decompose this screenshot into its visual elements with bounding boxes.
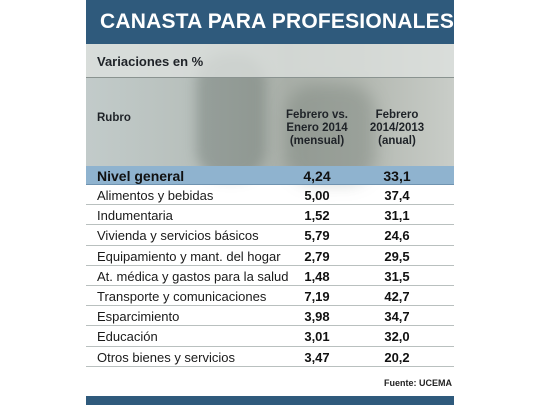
value-anual: 24,6 bbox=[384, 228, 410, 244]
column-header-line: (mensual) bbox=[289, 135, 345, 147]
column-header-line: Febrero bbox=[375, 109, 419, 121]
table-row: Transporte y comunicaciones 7,19 42,7 bbox=[86, 286, 454, 307]
bottom-bar bbox=[86, 396, 454, 405]
value-mensual: 1,48 bbox=[304, 268, 330, 284]
value-mensual: 2,79 bbox=[304, 248, 330, 264]
source-note: Fuente: UCEMA bbox=[384, 378, 452, 388]
column-header-mensual: Febrero vs. Enero 2014 (mensual) bbox=[282, 109, 352, 148]
value-anual: 20,2 bbox=[384, 349, 410, 365]
row-label: Indumentaria bbox=[97, 208, 173, 224]
value-mensual: 4,24 bbox=[303, 168, 331, 184]
row-label: Transporte y comunicaciones bbox=[97, 288, 267, 304]
table-row: Equipamiento y mant. del hogar 2,79 29,5 bbox=[86, 246, 454, 266]
column-header-line: (anual) bbox=[378, 135, 416, 147]
row-label: Esparcimiento bbox=[97, 309, 180, 325]
value-mensual: 3,47 bbox=[304, 349, 330, 365]
table-row: Esparcimiento 3,98 34,7 bbox=[86, 306, 454, 327]
table-row: Vivienda y servicios básicos 5,79 24,6 bbox=[86, 225, 454, 246]
table-row: At. médica y gastos para la salud 1,48 31,… bbox=[86, 266, 454, 286]
value-anual: 31,5 bbox=[384, 268, 410, 284]
value-anual: 37,4 bbox=[384, 188, 410, 203]
column-header-anual: Febrero 2014/2013 (anual) bbox=[362, 109, 432, 148]
value-anual: 33,1 bbox=[383, 168, 411, 184]
column-header-line: Rubro bbox=[97, 112, 131, 124]
chart-title: CANASTA PARA PROFESIONALES bbox=[100, 10, 454, 33]
table-row: Educación 3,01 32,0 bbox=[86, 326, 454, 347]
value-anual: 31,1 bbox=[384, 208, 410, 224]
table-row: Otros bienes y servicios 3,47 20,2 bbox=[86, 347, 454, 367]
infographic-card: CANASTA PARA PROFESIONALES Variaciones e… bbox=[86, 0, 454, 405]
chart-subtitle: Variaciones en % bbox=[97, 54, 204, 69]
row-label: Equipamiento y mant. del hogar bbox=[97, 248, 281, 264]
column-header-line: 2014/2013 bbox=[369, 122, 425, 134]
table-row-highlight: Nivel general 4,24 33,1 bbox=[86, 166, 454, 185]
row-label: At. médica y gastos para la salud bbox=[97, 268, 289, 284]
row-label: Vivienda y servicios básicos bbox=[97, 228, 259, 244]
table-body: Nivel general 4,24 33,1 Alimentos y bebidas… bbox=[86, 166, 454, 367]
value-mensual: 5,79 bbox=[304, 228, 330, 244]
value-mensual: 5,00 bbox=[304, 188, 330, 203]
value-anual: 32,0 bbox=[384, 329, 410, 345]
row-label: Otros bienes y servicios bbox=[97, 349, 235, 365]
value-mensual: 3,01 bbox=[304, 329, 330, 345]
value-anual: 34,7 bbox=[384, 309, 410, 325]
column-header-rubro: Rubro bbox=[97, 112, 131, 125]
title-bar: CANASTA PARA PROFESIONALES bbox=[86, 0, 454, 44]
table-row: Alimentos y bebidas 5,00 37,4 bbox=[86, 185, 454, 206]
subtitle-bar: Variaciones en % bbox=[86, 44, 454, 78]
value-anual: 42,7 bbox=[384, 288, 410, 304]
row-label: Alimentos y bebidas bbox=[97, 188, 214, 203]
value-mensual: 3,98 bbox=[304, 309, 330, 325]
value-mensual: 1,52 bbox=[304, 208, 330, 224]
column-header-line: Enero 2014 bbox=[286, 122, 348, 134]
value-mensual: 7,19 bbox=[304, 288, 330, 304]
row-label: Educación bbox=[97, 329, 158, 345]
column-header-line: Febrero vs. bbox=[286, 109, 348, 121]
row-label: Nivel general bbox=[97, 168, 185, 184]
table-row: Indumentaria 1,52 31,1 bbox=[86, 205, 454, 226]
value-anual: 29,5 bbox=[384, 248, 410, 264]
